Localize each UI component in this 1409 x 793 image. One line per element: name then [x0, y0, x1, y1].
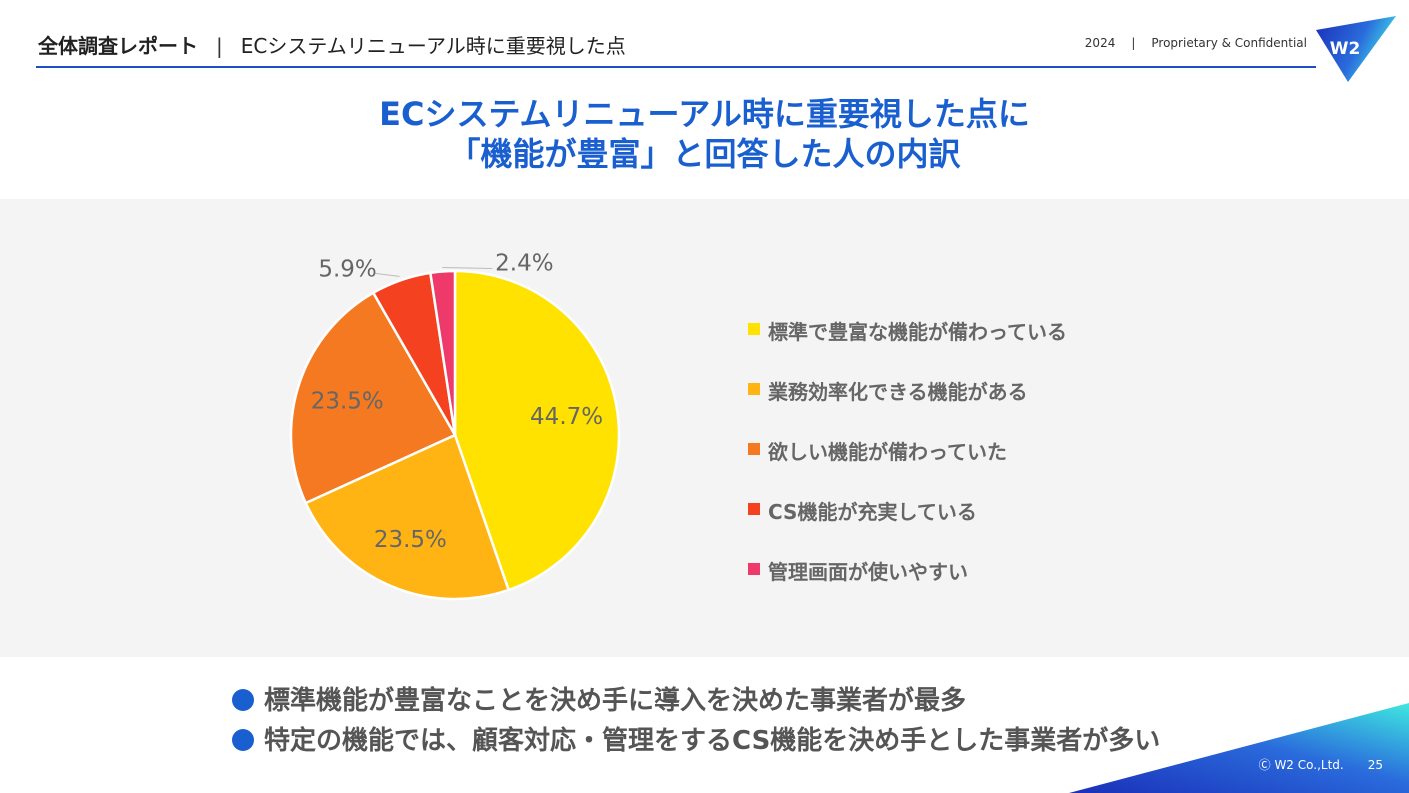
- key-findings: 標準機能が豊富なことを決め手に導入を決めた事業者が最多 特定の機能では、顧客対応…: [232, 680, 1160, 760]
- title-line-2: 「機能が豊富」と回答した人の内訳: [448, 135, 961, 173]
- legend-label: 欲しい機能が備わっていた: [768, 440, 1007, 464]
- data-label-3: 23.5%: [311, 388, 384, 414]
- data-label-2: 23.5%: [374, 527, 447, 553]
- leader-line-5: [442, 266, 493, 269]
- data-label-5: 2.4%: [495, 250, 553, 276]
- header-divider: |: [216, 34, 223, 58]
- pie-slice-5: [428, 269, 457, 436]
- copyright: Ⓒ W2 Co.,Ltd.: [1258, 758, 1344, 772]
- pie-slice-2: [304, 433, 511, 601]
- legend-label: 管理画面が使いやすい: [768, 560, 968, 584]
- pie-chart: 44.7% 23.5% 23.5% 5.9% 2.4%: [289, 250, 621, 601]
- legend-label: 業務効率化できる機能がある: [768, 380, 1028, 404]
- leader-line-4: [375, 272, 400, 277]
- page-title: ECシステムリニューアル時に重要視した点に 「機能が豊富」と回答した人の内訳: [0, 94, 1409, 174]
- legend-swatch: [748, 503, 760, 515]
- legend-swatch: [748, 443, 760, 455]
- meta-divider: |: [1131, 36, 1136, 50]
- report-subtitle: ECシステムリニューアル時に重要視した点: [240, 34, 626, 58]
- finding-1-text: 標準機能が豊富なことを決め手に導入を決めた事業者が最多: [264, 686, 967, 716]
- pie-slice-1: [453, 269, 621, 592]
- corner-wedge: [1069, 703, 1409, 793]
- header-title: 全体調査レポート | ECシステムリニューアル時に重要視した点: [38, 30, 626, 59]
- report-section: 全体調査レポート: [38, 34, 198, 58]
- title-line-1: ECシステムリニューアル時に重要視した点に: [379, 95, 1030, 133]
- data-label-1: 44.7%: [530, 404, 603, 430]
- pie-slice-3: [289, 291, 457, 505]
- header: 全体調査レポート | ECシステムリニューアル時に重要視した点 2024 | Propr…: [0, 0, 1409, 90]
- w2-logo: W2: [1316, 16, 1396, 82]
- legend-swatch: [748, 323, 760, 335]
- page-number: 25: [1367, 758, 1383, 772]
- logo-triangle: [1316, 16, 1396, 82]
- legend-label: 標準で豊富な機能が備わっている: [768, 320, 1067, 344]
- footer: Ⓒ W2 Co.,Ltd. 25: [1259, 756, 1383, 773]
- legend-swatch: [748, 383, 760, 395]
- finding-1: 標準機能が豊富なことを決め手に導入を決めた事業者が最多: [232, 680, 1160, 720]
- bullet-dot-icon: [232, 689, 254, 711]
- data-label-4: 5.9%: [318, 256, 376, 282]
- finding-2: 特定の機能では、顧客対応・管理をするCS機能を決め手とした事業者が多い: [232, 720, 1160, 760]
- header-underline: [36, 66, 1316, 68]
- confidential-label: Proprietary & Confidential: [1151, 36, 1307, 50]
- finding-2-text: 特定の機能では、顧客対応・管理をするCS機能を決め手とした事業者が多い: [264, 726, 1161, 756]
- corner-decoration: [1069, 703, 1409, 793]
- report-year: 2024: [1084, 36, 1116, 50]
- chart-panel: 44.7% 23.5% 23.5% 5.9% 2.4% 標準で豊富な機能が備わっている業…: [0, 199, 1409, 657]
- legend-label: CS機能が充実している: [768, 500, 977, 524]
- logo-text: W2: [1330, 39, 1361, 59]
- header-meta: 2024 | Proprietary & Confidential: [1085, 36, 1307, 50]
- legend-swatch: [748, 563, 760, 575]
- bullet-dot-icon: [232, 729, 254, 751]
